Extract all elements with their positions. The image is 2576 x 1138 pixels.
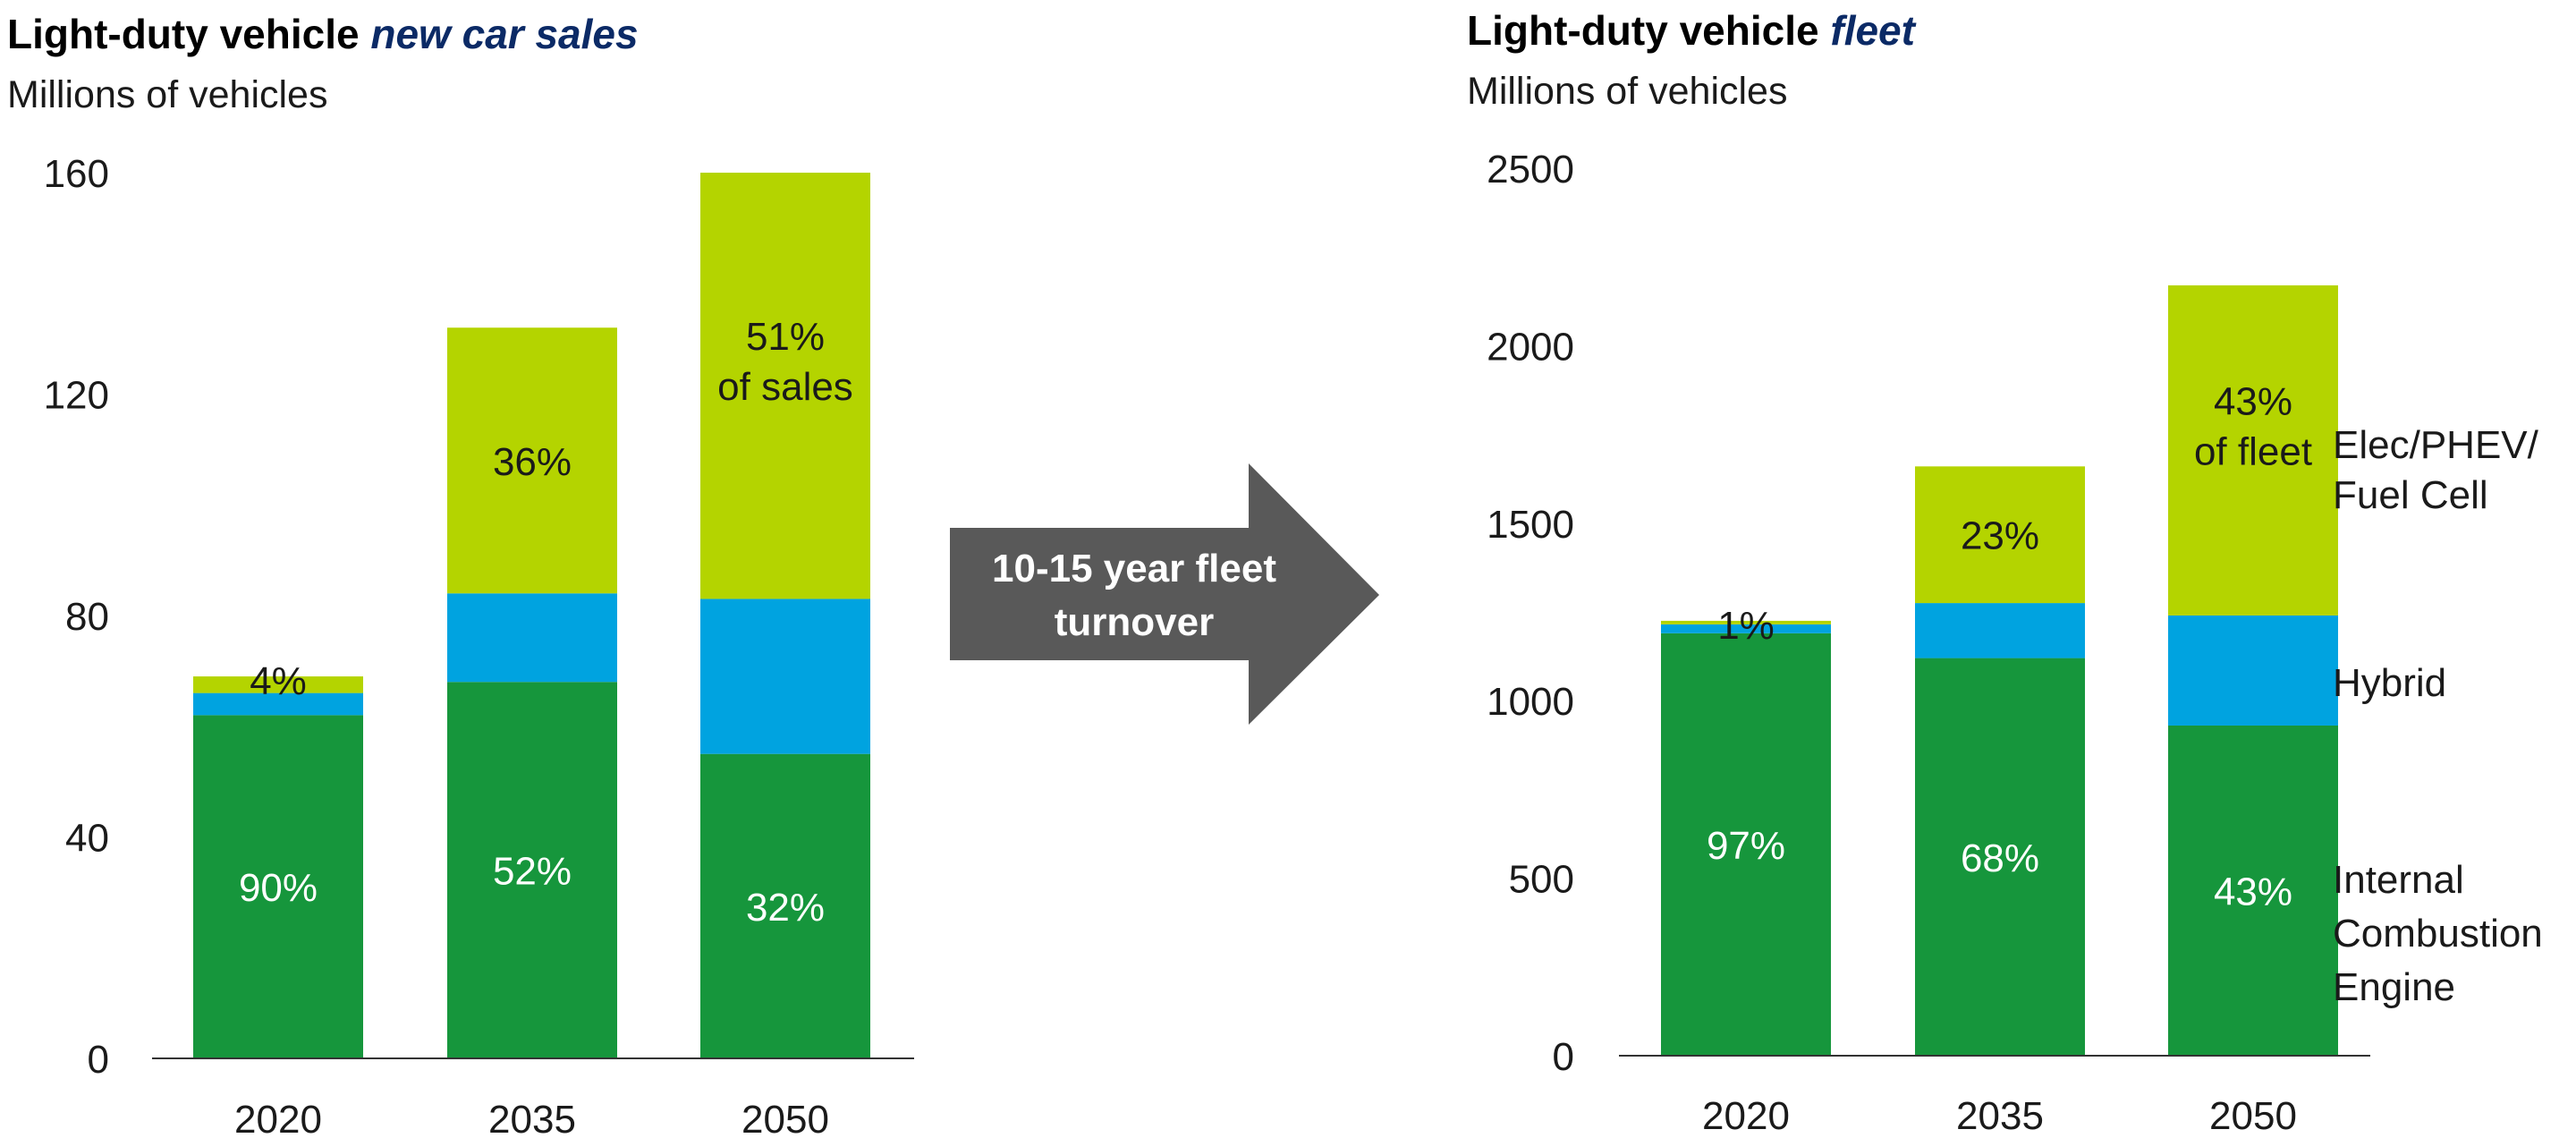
bar-label-ice-2020: 90% bbox=[239, 866, 318, 910]
legend-hybrid: Hybrid bbox=[2333, 661, 2446, 705]
bar-label-elec-2050: 43% bbox=[2214, 379, 2292, 423]
bar-segment-ice-2020 bbox=[193, 715, 363, 1058]
y-tick-label: 0 bbox=[1553, 1035, 1574, 1079]
arrow-label-line2: turnover bbox=[1055, 600, 1214, 644]
x-tick-label-2050: 2050 bbox=[741, 1098, 829, 1138]
bar-segment-elec-2050 bbox=[700, 173, 870, 599]
bar-label-elec-sub-2050: of sales bbox=[717, 365, 853, 409]
bar-segment-hybrid-2050 bbox=[2168, 615, 2338, 726]
left-chart-title: Light-duty vehicle new car sales bbox=[7, 11, 639, 57]
x-tick-label-2035: 2035 bbox=[1956, 1094, 2044, 1138]
legend-elec-line1: Elec/PHEV/ bbox=[2333, 423, 2539, 467]
bar-label-elec-2035: 36% bbox=[493, 440, 572, 484]
arrow-shape-icon bbox=[950, 463, 1379, 725]
bar-segment-ice-2050 bbox=[2168, 725, 2338, 1056]
y-tick-label: 40 bbox=[65, 817, 109, 861]
bar-segment-hybrid-2020 bbox=[1661, 624, 1831, 633]
y-tick-label: 80 bbox=[65, 595, 109, 639]
right-chart-subtitle: Millions of vehicles bbox=[1467, 70, 1787, 113]
y-tick-label: 2000 bbox=[1487, 325, 1574, 369]
bar-label-elec-sub-2050: of fleet bbox=[2194, 429, 2312, 473]
y-tick-label: 500 bbox=[1509, 858, 1574, 902]
bar-label-ice-2035: 52% bbox=[493, 850, 572, 894]
bar-segment-ice-2020 bbox=[1661, 633, 1831, 1056]
turnover-arrow: 10-15 year fleet turnover bbox=[950, 463, 1379, 725]
fleet-chart: 0 500 1000 1500 2000 2500 97% 1% 2020 68% 23% 2035 4… bbox=[1487, 148, 2370, 1138]
bar-label-elec-2050: 51% bbox=[746, 315, 825, 359]
bar-label-ice-2020: 97% bbox=[1707, 824, 1785, 868]
right-chart-title: Light-duty vehicle fleet bbox=[1467, 7, 1917, 54]
bar-segment-elec-2050 bbox=[2168, 284, 2338, 616]
bar-label-elec-2020: 4% bbox=[250, 659, 307, 703]
bar-segment-hybrid-2050 bbox=[700, 599, 870, 754]
legend: Elec/PHEV/ Fuel Cell Hybrid Internal Com… bbox=[2333, 423, 2543, 1009]
legend-ice-line1: Internal bbox=[2333, 858, 2464, 902]
bar-segment-elec-2020 bbox=[193, 676, 363, 693]
y-tick-label: 120 bbox=[44, 374, 109, 418]
y-tick-label: 2500 bbox=[1487, 148, 1574, 191]
bar-label-ice-2035: 68% bbox=[1961, 837, 2039, 880]
legend-ice-line2: Combustion bbox=[2333, 912, 2543, 955]
bar-segment-hybrid-2020 bbox=[193, 692, 363, 716]
legend-elec-line2: Fuel Cell bbox=[2333, 473, 2488, 517]
bar-segment-ice-2035 bbox=[447, 682, 617, 1058]
bar-segment-elec-2035 bbox=[447, 327, 617, 594]
bar-segment-hybrid-2035 bbox=[447, 593, 617, 683]
x-tick-label-2020: 2020 bbox=[234, 1098, 322, 1138]
y-tick-label: 0 bbox=[88, 1038, 109, 1082]
y-tick-label: 160 bbox=[44, 152, 109, 196]
x-tick-label-2035: 2035 bbox=[488, 1098, 576, 1138]
new-car-sales-chart: 0 40 80 120 160 90% 4% 2020 52% 36% 2035 32% 51% of s… bbox=[44, 152, 914, 1138]
bar-segment-elec-2035 bbox=[1915, 466, 2085, 604]
bar-segment-hybrid-2035 bbox=[1915, 603, 2085, 658]
y-tick-label: 1500 bbox=[1487, 503, 1574, 547]
legend-ice-line3: Engine bbox=[2333, 965, 2455, 1009]
bar-segment-elec-2020 bbox=[1661, 620, 1831, 624]
bar-label-elec-2020: 1% bbox=[1717, 604, 1775, 648]
x-tick-label-2020: 2020 bbox=[1702, 1094, 1790, 1138]
bar-label-elec-2035: 23% bbox=[1961, 514, 2039, 558]
bar-segment-ice-2035 bbox=[1915, 658, 2085, 1056]
x-tick-label-2050: 2050 bbox=[2209, 1094, 2297, 1138]
left-chart-subtitle: Millions of vehicles bbox=[7, 73, 327, 116]
bar-label-ice-2050: 32% bbox=[746, 886, 825, 930]
bar-segment-ice-2050 bbox=[700, 753, 870, 1058]
arrow-label-line1: 10-15 year fleet bbox=[992, 547, 1276, 590]
bar-label-ice-2050: 43% bbox=[2214, 870, 2292, 913]
y-tick-label: 1000 bbox=[1487, 680, 1574, 724]
